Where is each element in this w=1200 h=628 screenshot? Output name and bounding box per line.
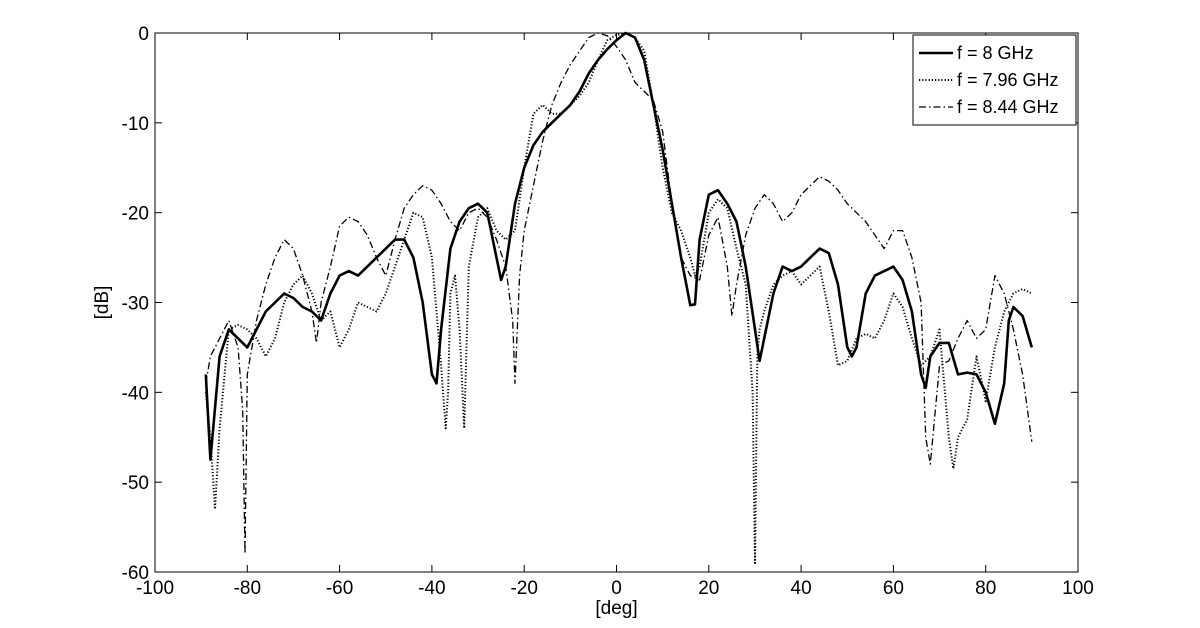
y-tick-label: -20 — [122, 204, 149, 225]
x-tick-label: 80 — [975, 578, 996, 599]
x-tick-label: 20 — [698, 578, 719, 599]
tick-layer: -100 -80 -60 -40 -20 0 20 40 60 80 100 0 -10 -20 -30 -4… — [122, 24, 1094, 599]
x-tick-label: -80 — [234, 578, 261, 599]
x-tick-label: 40 — [791, 578, 812, 599]
legend-label-8-44ghz: f = 8.44 GHz — [957, 97, 1059, 117]
legend-label-7-96ghz: f = 7.96 GHz — [957, 70, 1059, 90]
y-tick-label: -10 — [122, 114, 149, 135]
x-tick-label: -100 — [136, 578, 174, 599]
y-axis-label: [dB] — [92, 286, 113, 320]
y-tick-label: -40 — [122, 383, 149, 404]
x-tick-label: -40 — [418, 578, 445, 599]
legend: f = 8 GHz f = 7.96 GHz f = 8.44 GHz — [912, 34, 1077, 126]
legend-label-8ghz: f = 8 GHz — [957, 43, 1034, 63]
x-tick-label: -20 — [510, 578, 537, 599]
x-tick-label: 100 — [1062, 578, 1094, 599]
x-axis-label: [deg] — [595, 598, 637, 619]
series-line-2 — [205, 32, 1033, 555]
x-tick-label: 60 — [883, 578, 904, 599]
y-tick-label: -50 — [122, 473, 149, 494]
legend-box — [912, 34, 1077, 126]
y-tick-label: -30 — [122, 294, 149, 315]
y-tick-label: -60 — [122, 563, 149, 584]
x-tick-label: 0 — [611, 578, 622, 599]
series-layer — [204, 31, 1034, 564]
y-tick-label: 0 — [138, 24, 149, 45]
x-tick-label: -60 — [326, 578, 353, 599]
series-line-1 — [204, 32, 1033, 564]
